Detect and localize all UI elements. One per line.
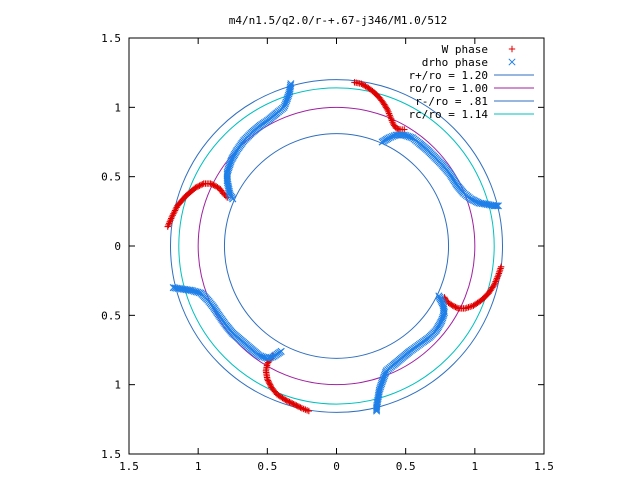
- circle-1.14: [178, 87, 495, 405]
- x-tick-label: 1.5: [534, 460, 554, 473]
- w-phase-point: [294, 402, 301, 410]
- w-phase-point: [453, 304, 461, 311]
- w-phase-point: [471, 301, 479, 308]
- x-tick-label: 0.5: [257, 460, 277, 473]
- drho-phase-point: [373, 404, 381, 412]
- drho-phase-point: [493, 202, 501, 210]
- chart-title: m4/n1.5/q2.0/r-+.67-j346/M1.0/512: [229, 14, 448, 27]
- w-phase-point: [197, 181, 205, 189]
- w-phase-point: [210, 181, 217, 189]
- legend-label: drho phase: [422, 56, 488, 69]
- x-tick-label: 1.5: [119, 460, 139, 473]
- drho-phase-point: [491, 202, 500, 210]
- w-phase-point: [463, 304, 471, 312]
- w-phase-point: [293, 402, 300, 409]
- w-phase-point: [265, 378, 272, 386]
- w-phase-point: [266, 380, 273, 387]
- drho-phase-point: [373, 407, 381, 415]
- x-tick-label: 0: [333, 460, 340, 473]
- w-phase-point: [295, 403, 303, 411]
- w-phase-point: [287, 399, 295, 406]
- y-tick-label: 0.5: [101, 171, 121, 184]
- drho-phase-point: [373, 406, 381, 414]
- x-tick-label: 1: [472, 460, 479, 473]
- drho-phase-point: [494, 202, 502, 210]
- w-phase-point: [264, 377, 272, 384]
- w-phase-point: [298, 405, 306, 412]
- circle-0.81: [223, 133, 450, 359]
- w-phase-point: [284, 398, 292, 405]
- y-tick-label: 1: [114, 379, 121, 392]
- data-series: [164, 79, 505, 415]
- y-tick-label: 1: [114, 101, 121, 114]
- w-phase-point: [291, 401, 299, 408]
- w-phase-point: [194, 183, 202, 190]
- w-phase-point: [383, 105, 391, 112]
- w-phase-point: [452, 303, 459, 311]
- y-tick-label: 0.5: [101, 309, 121, 322]
- legend-marker: [508, 45, 516, 53]
- x-tick-label: 0.5: [396, 460, 416, 473]
- w-phase-point: [196, 182, 203, 189]
- w-phase-point: [289, 400, 296, 407]
- w-phase-point: [401, 126, 408, 133]
- w-phase-point: [465, 304, 472, 311]
- w-phase-point: [208, 181, 216, 188]
- y-tick-label: 1.5: [101, 32, 121, 45]
- w-phase-point: [496, 266, 504, 274]
- legend-label: ro/ro = 1.00: [409, 82, 488, 95]
- y-tick-label: 0: [114, 240, 121, 253]
- axis-ticks: 1.5 1 0.5 0 0.5 1 1.51.510.500.511.5: [101, 32, 554, 473]
- w-phase-point: [193, 183, 200, 191]
- w-phase-point: [266, 381, 274, 388]
- legend-label: r+/ro = 1.20: [409, 69, 488, 82]
- w-phase-point: [268, 384, 275, 391]
- w-phase-point: [192, 184, 199, 191]
- w-phase-point: [455, 305, 462, 312]
- circle-1.2: [170, 79, 503, 413]
- w-phase-point: [497, 263, 505, 270]
- w-phase-point: [207, 180, 214, 187]
- w-phase-point: [497, 265, 504, 272]
- w-phase-point: [290, 400, 297, 408]
- drho-phase-point: [277, 347, 285, 355]
- w-phase-point: [199, 181, 206, 188]
- legend-label: rc/ro = 1.14: [409, 108, 489, 121]
- legend-marker: [508, 58, 516, 66]
- y-tick-label: 1.5: [101, 448, 121, 461]
- x-tick-label: 1: [195, 460, 202, 473]
- legend-label: r-/ro = .81: [415, 95, 488, 108]
- reference-circles: [170, 79, 503, 413]
- w-phase-point: [219, 190, 227, 197]
- w-phase-point: [286, 398, 293, 406]
- w-phase-point: [297, 404, 304, 411]
- w-phase-point: [267, 382, 274, 390]
- legend-label: W phase: [442, 43, 488, 56]
- circle-1: [197, 106, 476, 386]
- drho-phase-point: [229, 195, 237, 203]
